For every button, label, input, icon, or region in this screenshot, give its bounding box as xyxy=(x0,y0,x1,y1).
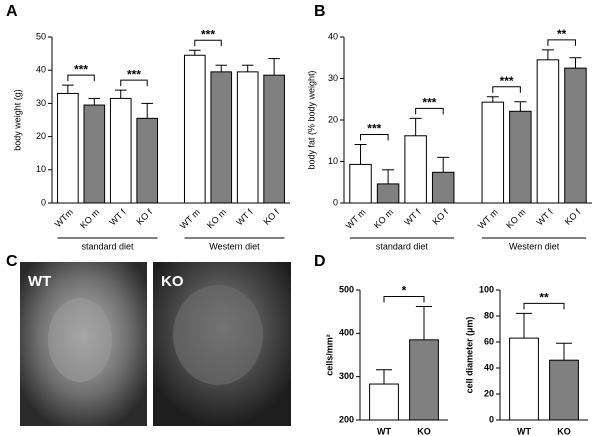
bar xyxy=(83,104,106,204)
x-tick-label: KO f xyxy=(563,207,583,227)
significance-label: *** xyxy=(127,67,141,81)
y-tick-label: 50 xyxy=(36,31,46,41)
bar xyxy=(57,92,79,204)
y-tick-label: 20 xyxy=(484,388,494,398)
y-tick-label: 20 xyxy=(328,114,338,124)
significance-label: *** xyxy=(500,74,514,88)
x-tick-label: WT f xyxy=(234,207,255,228)
significance-label: ** xyxy=(539,291,549,305)
panel-label: C xyxy=(6,253,18,270)
group-label: standard diet xyxy=(82,241,135,251)
y-tick-label: 60 xyxy=(484,336,494,346)
y-tick-label: 0 xyxy=(489,414,494,424)
bar xyxy=(431,171,455,204)
x-tick-label: KO m xyxy=(372,207,395,230)
x-tick-label: KO m xyxy=(504,207,527,230)
y-tick-label: 10 xyxy=(328,156,338,166)
x-tick-label: KO m xyxy=(78,207,101,230)
image-label: KO xyxy=(161,273,184,290)
bar xyxy=(183,54,206,204)
y-axis-label: cells/mm² xyxy=(324,334,334,376)
y-tick-label: 30 xyxy=(328,73,338,83)
y-tick-label: 10 xyxy=(36,164,46,174)
bar xyxy=(536,59,560,204)
significance-bracket xyxy=(383,295,425,303)
bar xyxy=(509,110,532,204)
significance-bracket xyxy=(415,107,444,115)
x-tick-label: WT f xyxy=(107,207,128,228)
bar xyxy=(210,71,233,204)
y-axis-label: body weight (g) xyxy=(12,89,22,151)
bar xyxy=(409,339,439,421)
y-tick-label: 300 xyxy=(339,371,354,381)
x-tick-label: WT m xyxy=(178,207,202,231)
y-tick-label: 20 xyxy=(36,131,46,141)
bar xyxy=(236,71,259,204)
panel-label: B xyxy=(314,3,326,20)
x-tick-label: KO xyxy=(417,426,431,436)
tissue xyxy=(48,298,112,382)
x-tick-label: WT m xyxy=(344,207,368,231)
x-tick-label: KO f xyxy=(261,207,281,227)
y-axis-label: body fat (% body weight) xyxy=(306,70,316,169)
bar xyxy=(481,101,505,204)
x-tick-label: KO m xyxy=(205,207,228,230)
significance-bracket xyxy=(360,133,389,141)
x-tick-label: KO f xyxy=(430,207,450,227)
bar xyxy=(564,67,587,204)
bar xyxy=(109,97,132,204)
x-tick-label: WT f xyxy=(535,207,556,228)
significance-bracket xyxy=(194,39,222,47)
significance-label: *** xyxy=(422,96,436,110)
x-tick-label: WT m xyxy=(476,207,500,231)
x-tick-label: KO f xyxy=(134,207,154,227)
significance-bracket xyxy=(492,86,521,93)
y-tick-label: 30 xyxy=(36,98,46,108)
significance-label: * xyxy=(402,284,407,298)
y-axis-label: cell diameter (µm) xyxy=(464,317,474,394)
y-tick-label: 40 xyxy=(36,65,46,75)
tissue xyxy=(173,285,263,385)
x-tick-label: WT xyxy=(377,426,391,436)
bar xyxy=(549,359,579,421)
y-tick-label: 0 xyxy=(333,197,338,207)
x-tick-label: WTm xyxy=(53,207,75,229)
panel-label: D xyxy=(314,253,326,270)
y-tick-label: 0 xyxy=(41,197,46,207)
y-tick-label: 40 xyxy=(328,31,338,41)
significance-label: *** xyxy=(74,62,88,76)
y-tick-label: 200 xyxy=(339,414,354,424)
bar xyxy=(263,74,285,204)
x-tick-label: KO xyxy=(557,426,571,436)
significance-bracket xyxy=(67,74,95,82)
significance-bracket xyxy=(547,39,576,46)
bar xyxy=(136,117,159,204)
significance-bracket xyxy=(523,302,565,310)
y-tick-label: 500 xyxy=(339,284,354,294)
significance-label: *** xyxy=(367,122,381,136)
x-tick-label: WT xyxy=(517,426,531,436)
y-tick-label: 100 xyxy=(479,284,494,294)
bar xyxy=(404,135,427,204)
y-tick-label: 40 xyxy=(484,362,494,372)
bar xyxy=(369,383,399,421)
significance-label: ** xyxy=(557,27,567,41)
significance-bracket xyxy=(120,79,148,87)
group-label: Western diet xyxy=(209,241,260,251)
x-tick-label: WT f xyxy=(402,207,423,228)
group-label: standard diet xyxy=(376,241,429,251)
bar xyxy=(376,183,400,204)
bar xyxy=(509,337,539,421)
group-label: Western diet xyxy=(509,241,560,251)
y-tick-label: 400 xyxy=(339,328,354,338)
bar xyxy=(349,163,372,204)
y-tick-label: 80 xyxy=(484,310,494,320)
significance-label: *** xyxy=(201,27,215,41)
image-label: WT xyxy=(28,273,51,290)
panel-label: A xyxy=(6,3,18,20)
